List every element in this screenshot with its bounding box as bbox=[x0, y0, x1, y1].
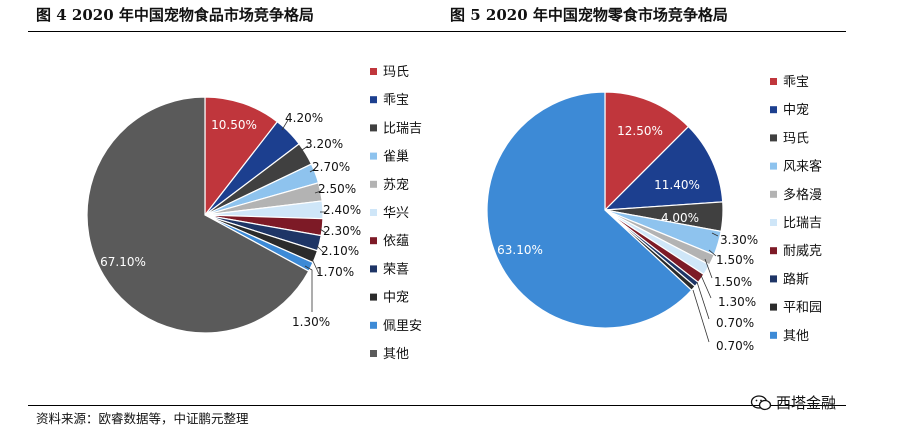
legend-label: 风来客 bbox=[783, 159, 822, 175]
leader-line bbox=[281, 119, 289, 131]
legend-swatch bbox=[770, 190, 777, 198]
data-label: 11.40% bbox=[654, 178, 700, 192]
legend-label: 佩里安 bbox=[383, 319, 422, 334]
legend-label: 玛氏 bbox=[783, 131, 809, 146]
bottom-rule bbox=[28, 405, 846, 407]
legend-swatch bbox=[770, 331, 777, 339]
leader-line bbox=[708, 249, 717, 257]
leader-line bbox=[699, 272, 712, 299]
data-label: 3.30% bbox=[720, 233, 758, 247]
legend-swatch bbox=[370, 96, 377, 104]
legend-swatch bbox=[370, 237, 377, 245]
legend-swatch bbox=[370, 124, 377, 132]
watermark: 西塔金融 bbox=[750, 392, 836, 413]
wechat-icon bbox=[750, 394, 772, 410]
legend-label: 路斯 bbox=[783, 271, 809, 287]
data-label: 4.20% bbox=[285, 111, 323, 125]
data-label: 12.50% bbox=[617, 124, 663, 138]
leader-line bbox=[711, 232, 719, 237]
data-label: 3.20% bbox=[305, 137, 343, 151]
leader-line bbox=[314, 190, 322, 194]
legend-swatch bbox=[770, 78, 777, 85]
legend-swatch bbox=[370, 321, 377, 329]
legend-label: 中宠 bbox=[383, 290, 409, 306]
chart-title-pet-snacks: 图 5 2020 年中国宠物零食市场竞争格局 bbox=[450, 6, 728, 24]
chart-title-pet-food: 图 4 2020 年中国宠物食品市场竞争格局 bbox=[36, 6, 314, 24]
leader-line bbox=[319, 228, 327, 234]
pie-chart-1: 10.50% 4.20% 3.20% 2.70% 2.50% 2.40% 2.30% 2.10… bbox=[86, 65, 422, 362]
leader-line bbox=[316, 245, 325, 254]
leader-line bbox=[696, 281, 710, 320]
data-label: 2.40% bbox=[323, 203, 361, 217]
legend-label: 比瑞吉 bbox=[383, 121, 422, 136]
legend-label: 雀巢 bbox=[383, 150, 409, 165]
pie-slice-其他 bbox=[86, 96, 310, 334]
legend-label: 华兴 bbox=[383, 206, 409, 221]
legend-swatch bbox=[370, 68, 377, 75]
data-label: 1.30% bbox=[718, 295, 756, 309]
data-label: 10.50% bbox=[211, 118, 257, 132]
legend-label: 平和园 bbox=[783, 301, 822, 316]
pie-slice-中宠 bbox=[603, 125, 724, 211]
data-label: 2.10% bbox=[321, 244, 359, 258]
leader-line bbox=[304, 265, 313, 312]
legend-swatch bbox=[770, 303, 777, 311]
legend-label: 乖宝 bbox=[783, 75, 809, 90]
legend-swatch bbox=[770, 106, 777, 114]
legend-swatch bbox=[770, 247, 777, 255]
data-label: 1.30% bbox=[292, 315, 330, 329]
data-label: 2.50% bbox=[318, 182, 356, 196]
legend-swatch bbox=[770, 162, 777, 170]
pie-slice-玛氏 bbox=[204, 96, 279, 217]
data-label: 1.50% bbox=[714, 275, 752, 289]
legend-swatch bbox=[370, 350, 377, 357]
top-rule bbox=[28, 31, 846, 33]
legend-swatch bbox=[370, 209, 377, 216]
legend-label: 比瑞吉 bbox=[783, 216, 822, 231]
legend-label: 苏宠 bbox=[383, 177, 409, 193]
data-label: 0.70% bbox=[716, 316, 754, 330]
data-label: 2.70% bbox=[312, 160, 350, 174]
legend-label: 中宠 bbox=[783, 102, 809, 118]
legend-label: 多格漫 bbox=[783, 187, 822, 203]
data-label: 1.70% bbox=[316, 265, 354, 279]
legend-swatch bbox=[370, 152, 377, 160]
data-label: 2.30% bbox=[323, 224, 361, 238]
leader-line bbox=[692, 289, 710, 343]
leader-line bbox=[704, 258, 713, 279]
pie-slice-其他 bbox=[486, 91, 693, 329]
watermark-text: 西塔金融 bbox=[776, 394, 837, 412]
legend-swatch bbox=[770, 134, 777, 142]
pie-chart-2: 12.50% 11.40% 4.00% 3.30% 1.50% 1.50% 1.30% 0.7… bbox=[486, 75, 822, 353]
data-label: 4.00% bbox=[661, 211, 699, 225]
legend-label: 荣喜 bbox=[383, 262, 409, 277]
leader-line bbox=[311, 258, 320, 275]
pie-slice-乖宝 bbox=[604, 91, 690, 212]
legend-swatch bbox=[770, 275, 777, 283]
data-label: 63.10% bbox=[497, 243, 543, 257]
legend-label: 耐威克 bbox=[783, 244, 822, 259]
legend-swatch bbox=[370, 293, 377, 301]
charts-canvas: 10.50% 4.20% 3.20% 2.70% 2.50% 2.40% 2.30% 2.10… bbox=[86, 65, 822, 362]
leader-line bbox=[301, 145, 309, 151]
data-label: 0.70% bbox=[716, 339, 754, 353]
legend-swatch bbox=[370, 265, 377, 273]
legend-label: 乖宝 bbox=[383, 93, 409, 108]
data-label: 67.10% bbox=[100, 255, 146, 269]
data-label: 1.50% bbox=[716, 253, 754, 267]
leader-line bbox=[309, 168, 316, 173]
source-note: 资料来源：欧睿数据等，中证鹏元整理 bbox=[36, 411, 249, 426]
legend-label: 依蕴 bbox=[383, 234, 409, 249]
legend-label: 其他 bbox=[383, 347, 409, 362]
legend-label: 其他 bbox=[783, 329, 809, 344]
legend-swatch bbox=[770, 219, 777, 226]
legend-label: 玛氏 bbox=[383, 65, 409, 80]
legend-swatch bbox=[370, 180, 377, 188]
